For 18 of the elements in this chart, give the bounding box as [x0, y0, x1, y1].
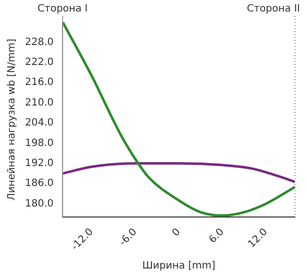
y-tick-label: 180.0 — [24, 198, 54, 210]
x-tick-label: 0 — [170, 226, 183, 239]
y-tick-label: 210.0 — [24, 97, 54, 108]
y-tick-label: 192.0 — [24, 158, 54, 169]
y-tick-label: 204.0 — [24, 118, 54, 129]
y-tick-label: 216.0 — [24, 77, 54, 88]
ref-line-label: Сторона I — [38, 4, 88, 15]
x-tick-label: 6.0 — [207, 226, 226, 246]
ref-line-label: Сторона II — [246, 4, 300, 15]
x-axis-title: Ширина [mm] — [142, 260, 216, 272]
y-tick-label: 186.0 — [24, 178, 54, 190]
line-series — [62, 22, 295, 217]
line-series — [62, 162, 295, 184]
y-tick-label: 198.0 — [24, 138, 54, 149]
y-tick-label: 228.0 — [24, 36, 54, 48]
y-tick-label: 222.0 — [24, 56, 54, 68]
x-tick-label: -6.0 — [118, 226, 140, 248]
y-axis-title: Линейная нагрузка wb [N/mm] — [6, 38, 18, 200]
